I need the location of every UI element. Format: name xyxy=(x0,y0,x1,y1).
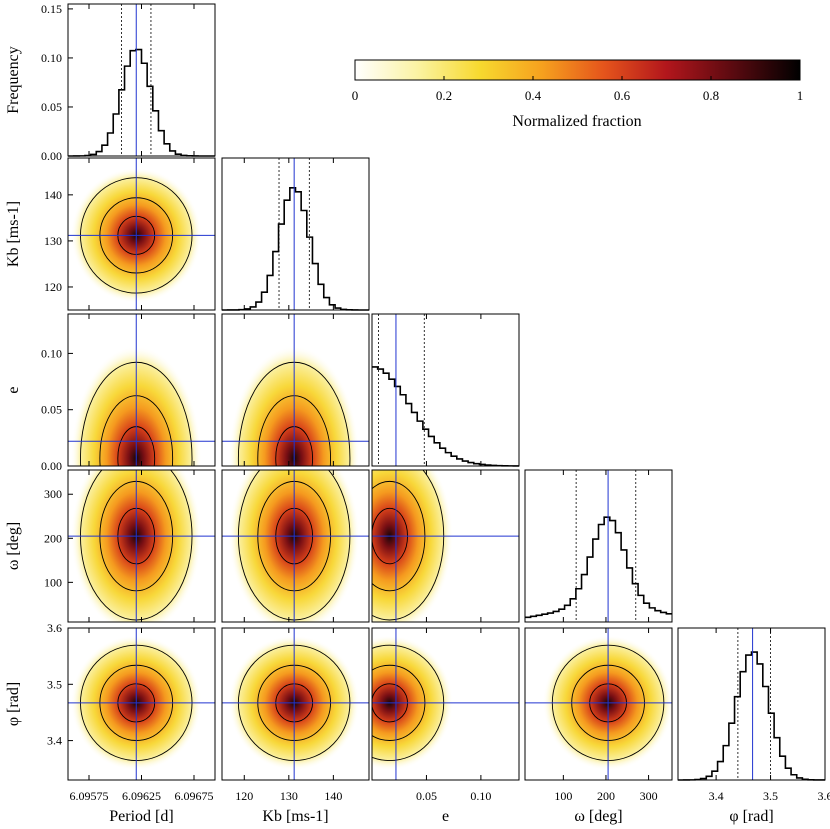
colorbar: 0 0.2 0.4 0.6 0.8 1 Normalized fraction xyxy=(352,59,804,130)
x-tick-label: 130 xyxy=(280,789,298,803)
x-axis-label-omega: ω [deg] xyxy=(574,808,622,825)
histogram-period xyxy=(68,48,215,157)
density-kb-e xyxy=(222,314,369,466)
colorbar-gradient xyxy=(354,59,801,81)
y-tick-label: 100 xyxy=(44,575,62,589)
y-tick-label: 300 xyxy=(44,487,62,501)
y-axis-label-omega: ω [deg] xyxy=(5,522,22,570)
y-tick-label: 3.4 xyxy=(47,734,62,748)
density-kb-omega xyxy=(222,470,369,622)
histogram-omega xyxy=(525,516,672,619)
y-axis-label-frequency: Frequency xyxy=(5,46,22,114)
y-tick-label: 3.6 xyxy=(47,621,62,635)
x-tick-label: 120 xyxy=(235,789,253,803)
density-period-phi xyxy=(68,628,215,780)
y-axis-label-e: e xyxy=(5,386,22,393)
colorbar-tick-label: 0 xyxy=(352,88,359,103)
x-tick-label: 100 xyxy=(554,789,572,803)
x-tick-label: 0.05 xyxy=(416,789,437,803)
colorbar-tick-label: 0.4 xyxy=(525,88,542,103)
histogram-e xyxy=(372,366,519,467)
x-tick-label: 0.10 xyxy=(470,789,491,803)
x-tick-label: 140 xyxy=(324,789,342,803)
x-axis-label-period: Period [d] xyxy=(109,808,173,825)
y-tick-label: 200 xyxy=(44,531,62,545)
panel-frame-3-2 xyxy=(371,469,520,623)
panel-frame-2-1 xyxy=(221,313,370,467)
panel-frame-0-0 xyxy=(67,3,216,157)
y-tick-label: 140 xyxy=(44,188,62,202)
x-tick-label: 3.6 xyxy=(818,789,830,803)
y-tick-label: 0.10 xyxy=(41,51,62,65)
y-tick-label: 130 xyxy=(44,234,62,248)
density-e-phi xyxy=(372,628,519,780)
colorbar-tick-label: 0.8 xyxy=(703,88,719,103)
y-tick-label: 0.10 xyxy=(41,346,62,360)
panel-frames xyxy=(67,3,826,781)
x-axis-label-kb: Kb [ms-1] xyxy=(262,808,328,825)
panel-frame-3-3 xyxy=(524,469,673,623)
y-tick-label: 0.00 xyxy=(41,459,62,473)
y-tick-label: 0.15 xyxy=(41,2,62,16)
y-tick-label: 0.05 xyxy=(41,100,62,114)
y-axis-label-phi: φ [rad] xyxy=(5,682,22,726)
y-tick-label: 0.05 xyxy=(41,403,62,417)
x-tick-label: 200 xyxy=(597,789,615,803)
x-tick-label: 3.4 xyxy=(709,789,724,803)
panel-frame-3-1 xyxy=(221,469,370,623)
y-tick-label: 3.5 xyxy=(47,677,62,691)
panel-frame-4-4 xyxy=(677,627,826,781)
y-tick-label: 0.00 xyxy=(41,149,62,163)
x-tick-label: 3.5 xyxy=(763,789,778,803)
colorbar-tick-label: 0.2 xyxy=(436,88,452,103)
panel-frame-1-1 xyxy=(221,157,370,311)
colorbar-tick-label: 0.6 xyxy=(614,88,631,103)
panel-frame-4-2 xyxy=(371,627,520,781)
x-axis-label-phi: φ [rad] xyxy=(729,808,773,825)
x-tick-label: 6.09625 xyxy=(122,789,161,803)
density-blob xyxy=(372,470,454,622)
colorbar-tick-label: 1 xyxy=(797,88,804,103)
histogram-phi xyxy=(678,651,825,781)
density-period-kb xyxy=(68,158,215,310)
density-period-omega xyxy=(68,470,215,622)
panel-frame-4-1 xyxy=(221,627,370,781)
histogram-kb xyxy=(222,187,369,311)
panel-frame-4-3 xyxy=(524,627,673,781)
colorbar-label: Normalized fraction xyxy=(512,113,641,130)
density-maps xyxy=(68,158,672,780)
x-axis-label-e: e xyxy=(442,808,449,825)
y-tick-label: 120 xyxy=(44,280,62,294)
panel-frame-2-2 xyxy=(371,313,520,467)
x-tick-label: 6.09575 xyxy=(70,789,109,803)
density-period-e xyxy=(68,314,215,466)
x-tick-label: 6.09675 xyxy=(175,789,214,803)
density-e-omega xyxy=(372,470,519,622)
colorbar-ticks: 0 0.2 0.4 0.6 0.8 1 xyxy=(352,76,804,103)
x-tick-label: 300 xyxy=(640,789,658,803)
density-kb-phi xyxy=(222,628,369,780)
density-omega-phi xyxy=(525,628,672,780)
y-axis-label-kb: Kb [ms-1] xyxy=(5,201,22,267)
